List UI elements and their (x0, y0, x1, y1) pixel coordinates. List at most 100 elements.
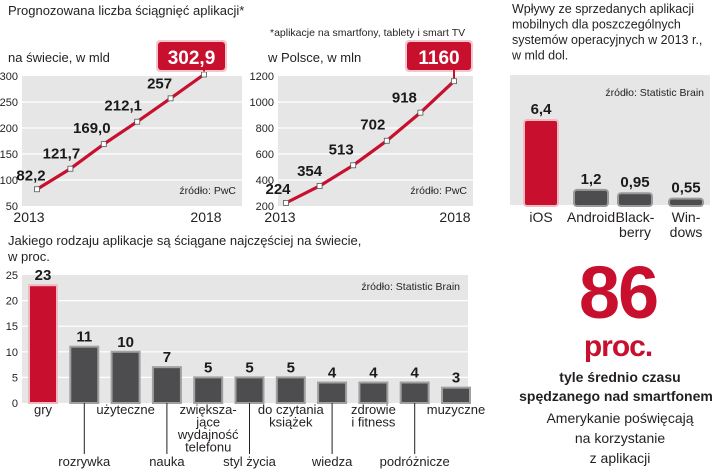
line-chart-1-y-tick: 250 (0, 97, 18, 109)
category-bar-chart-title-line: w proc. (7, 249, 50, 264)
line-chart-2-data-point (451, 78, 457, 85)
platform-bar-chart-data-label: 0,55 (671, 180, 700, 197)
line-chart-1-source: źródło: PwC (179, 185, 236, 197)
category-bar-chart-data-label: 10 (117, 334, 134, 351)
category-bar-chart-bar (317, 381, 348, 404)
category-bar-chart-bar (275, 376, 306, 404)
stat-caption-line-5: z aplikacji (589, 450, 651, 466)
line-chart-1-data-label: 169,0 (73, 120, 111, 137)
line-chart-1-data-point (34, 186, 40, 193)
line-chart-1-title: Prognozowana liczba ściągnięć aplikacji* (8, 3, 244, 18)
line-chart-1-x-tick: 2018 (190, 209, 221, 225)
line-chart-1-data-point (67, 165, 74, 172)
line-chart-2-note: *aplikacje na smartfony, tablety i smart… (270, 27, 465, 39)
category-bar-chart-category-label: rozrywka (58, 454, 111, 469)
stat-value: 86 (578, 251, 659, 334)
line-chart-2-data-label: 224 (265, 181, 291, 198)
line-chart-1-data-label: 257 (147, 75, 172, 92)
line-chart-1-highlight-value: 302,9 (168, 48, 216, 69)
platform-bar-chart-title-line: w mld dol. (511, 49, 568, 63)
line-chart-1-highlight-box (158, 42, 225, 70)
category-bar-chart-y-tick: 20 (6, 296, 18, 308)
stat-caption-line-4: na korzystanie (574, 430, 666, 446)
line-chart-2-x-tick: 2018 (439, 209, 470, 225)
category-bar-chart-y-tick: 15 (6, 321, 18, 333)
line-chart-2-y-tick: 400 (256, 175, 274, 187)
category-bar-chart-bar (399, 381, 430, 404)
line-chart-2-highlight-box (407, 42, 471, 70)
category-bar-chart-category-label: telefonu (185, 440, 231, 455)
category-bar-chart-data-label: 4 (328, 365, 337, 382)
category-bar-chart-category-label: wydajność (177, 427, 239, 442)
line-chart-1-data-label: 82,2 (16, 167, 45, 184)
category-bar-chart-category-label: gry (34, 402, 53, 417)
stat-caption-line-2: spędzanego nad smartfonem (519, 388, 713, 404)
line-chart-1-data-point (100, 141, 107, 148)
line-chart-2-subtitle: w Polsce, w mln (267, 50, 361, 65)
category-bar-chart-data-label: 11 (76, 329, 92, 346)
stat-unit: proc. (583, 330, 653, 363)
category-bar-chart-category-label: jące (195, 415, 220, 430)
line-chart-2-data-point (316, 183, 323, 189)
category-bar-chart-bar (151, 366, 182, 405)
platform-bar-chart-category-label: berry (619, 224, 651, 240)
platform-bar-chart-title-line: mobilnych dla poszczególnych (512, 18, 681, 32)
stat-caption-line-3: Amerykanie poświęcają (546, 410, 694, 426)
category-bar-chart-bar (193, 376, 224, 404)
platform-bar-chart-category-label: iOS (529, 209, 552, 225)
category-bar-chart-data-label: 5 (245, 359, 253, 376)
category-bar-chart-category-label: podróżnicze (380, 454, 450, 469)
platform-bar-chart-title-line: systemów operacyjnych w 2013 r., (512, 33, 702, 47)
category-bar-chart-category-label: muzyczne (427, 402, 486, 417)
category-bar-chart-y-tick: 0 (12, 398, 18, 410)
category-bar-chart-data-label: 4 (369, 365, 378, 382)
category-bar-chart-y-tick: 10 (6, 347, 18, 359)
line-chart-1-series-line (36, 73, 205, 191)
platform-bar-chart-category-label: Android (567, 209, 615, 225)
category-bar-chart-title-line: Jakiego rodzaju aplikacje są ściągane na… (8, 233, 361, 248)
category-bar-chart-category-label: książek (269, 415, 313, 430)
category-bar-chart-data-label: 3 (452, 370, 460, 387)
line-chart-2-y-tick: 600 (256, 149, 274, 161)
platform-bar-chart-source: źródło: Statistic Brain (605, 87, 704, 99)
category-bar-chart-y-tick: 25 (6, 270, 18, 282)
category-bar-chart-source: źródło: Statistic Brain (361, 281, 460, 293)
line-chart-2-data-point (350, 162, 357, 169)
category-bar-chart-bar (69, 345, 100, 404)
line-chart-2-x-tick: 2013 (264, 209, 295, 225)
line-chart-2-data-label: 918 (392, 90, 417, 107)
platform-bar-chart-bar (573, 188, 609, 207)
line-chart-2-data-label: 513 (329, 141, 354, 158)
category-bar-chart-category-label: użyteczne (96, 402, 155, 417)
line-chart-2-y-tick: 1200 (250, 71, 274, 83)
line-chart-1-y-tick: 300 (0, 71, 18, 83)
platform-bar-chart-bar (668, 197, 704, 207)
line-chart-2-panel (278, 76, 473, 206)
line-chart-1-data-label: 121,7 (43, 146, 81, 163)
line-chart-1-y-tick: 200 (0, 123, 18, 135)
line-chart-1-data-label: 212,1 (104, 98, 142, 115)
line-chart-1-data-point (167, 95, 174, 102)
category-bar-chart-data-label: 4 (411, 365, 420, 382)
line-chart-2-y-tick: 200 (256, 201, 274, 213)
line-chart-1-y-tick: 100 (0, 175, 18, 187)
category-bar-chart-category-label: wiedza (311, 454, 353, 469)
line-chart-2-source: źródło: PwC (410, 185, 467, 197)
platform-bar-chart-data-label: 0,95 (620, 174, 649, 191)
platform-bar-chart-data-label: 1,2 (581, 171, 602, 188)
stat-caption-line-1: tyle średnio czasu (559, 369, 681, 385)
line-chart-2-data-point (283, 199, 289, 206)
platform-bar-chart-bar (523, 119, 559, 207)
line-chart-1-x-tick: 2013 (13, 209, 44, 225)
line-chart-1-subtitle: na świecie, w mld (8, 50, 110, 65)
line-chart-2-highlight-value: 1160 (418, 48, 459, 69)
line-chart-2-data-point (383, 137, 390, 144)
category-bar-chart-y-tick: 5 (12, 372, 18, 384)
line-chart-2-data-point (417, 109, 424, 116)
platform-bar-chart-category-label: Black- (616, 209, 655, 225)
line-chart-1-panel (22, 76, 242, 206)
category-bar-chart-bar (441, 386, 471, 405)
platform-bar-chart-bar (617, 192, 653, 207)
category-bar-chart-data-label: 5 (204, 359, 212, 376)
